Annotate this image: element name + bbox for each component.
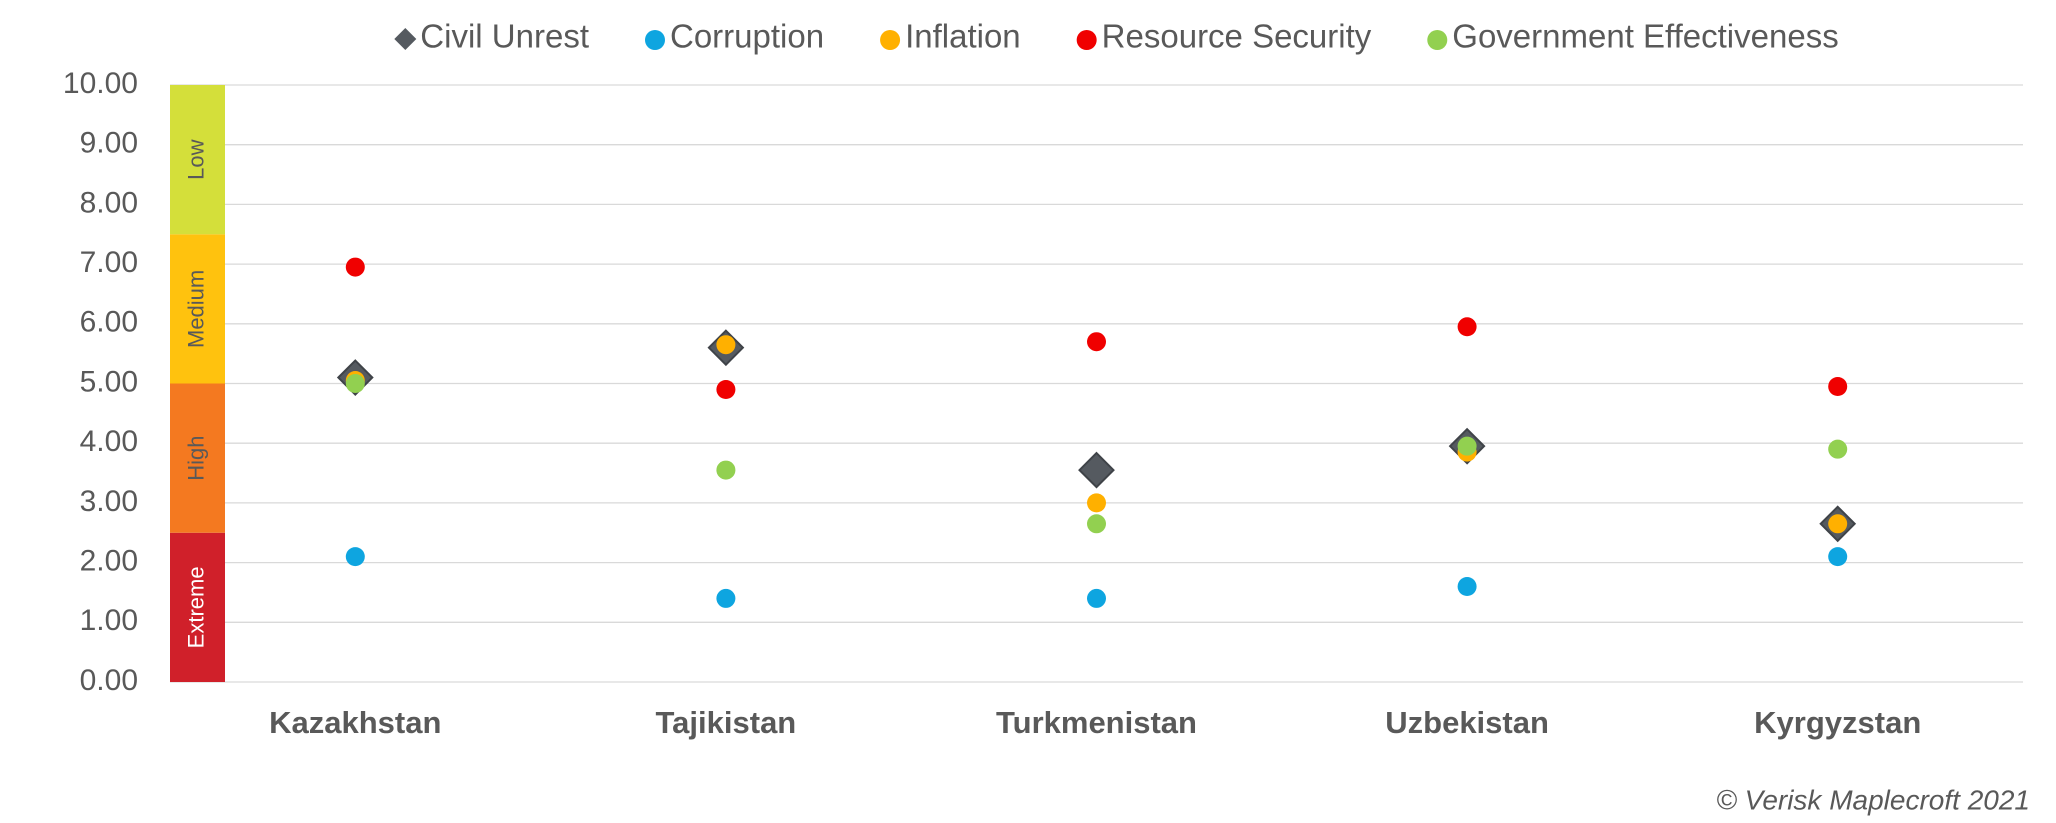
risk-band — [170, 532, 225, 682]
legend-item: Inflation — [880, 18, 1021, 55]
risk-band-label: Low — [183, 139, 208, 179]
legend-item: Civil Unrest — [394, 18, 589, 55]
x-tick-label: Uzbekistan — [1385, 705, 1549, 740]
legend-item: Corruption — [645, 18, 824, 55]
data-point — [345, 374, 365, 393]
risk-band — [170, 234, 225, 384]
data-point — [1457, 436, 1477, 456]
legend-marker — [1427, 30, 1448, 50]
risk-band — [170, 85, 225, 235]
y-tick-label: 0.00 — [80, 664, 138, 697]
risk-band-label: Medium — [183, 270, 208, 348]
data-point — [1087, 588, 1106, 608]
y-tick-label: 6.00 — [80, 306, 138, 339]
legend-item: Government Effectiveness — [1427, 18, 1839, 55]
y-tick-label: 10.00 — [63, 67, 138, 100]
y-tick-label: 2.00 — [80, 545, 138, 578]
data-point — [1078, 451, 1115, 489]
y-tick-label: 7.00 — [80, 246, 138, 279]
data-point — [1087, 514, 1106, 534]
legend-item: Resource Security — [1076, 18, 1372, 55]
legend-label: Government Effectiveness — [1452, 18, 1838, 55]
legend-label: Civil Unrest — [420, 18, 589, 55]
data-point — [1087, 332, 1106, 352]
data-point — [1828, 376, 1848, 396]
legend-marker — [1076, 30, 1097, 50]
x-tick-label: Kyrgyzstan — [1754, 705, 1921, 740]
legend-label: Inflation — [905, 18, 1021, 55]
legend: Civil Unrest Corruption Inflation Resource … — [394, 18, 1839, 55]
y-tick-label: 5.00 — [80, 365, 138, 398]
data-point — [716, 460, 736, 480]
y-tick-label: 4.00 — [80, 425, 138, 458]
data-point — [1457, 317, 1477, 337]
data-point — [716, 588, 736, 608]
x-tick-label: Kazakhstan — [269, 705, 441, 740]
risk-band — [170, 383, 225, 533]
y-tick-label: 8.00 — [80, 186, 138, 219]
data-point — [716, 379, 736, 399]
y-tick-label: 9.00 — [80, 127, 138, 160]
data-point — [1087, 493, 1106, 513]
legend-marker — [645, 30, 665, 50]
data-point — [1828, 514, 1848, 534]
data-point — [345, 547, 365, 567]
data-point — [345, 257, 365, 277]
legend-label: Resource Security — [1102, 18, 1372, 55]
x-tick-label: Turkmenistan — [996, 705, 1197, 740]
x-tick-label: Tajikistan — [656, 705, 797, 740]
legend-label: Corruption — [670, 18, 824, 55]
data-point — [1828, 547, 1848, 567]
y-tick-label: 3.00 — [80, 485, 138, 518]
legend-marker — [394, 28, 417, 50]
data-point — [1457, 576, 1477, 596]
source-note: © Verisk Maplecroft 2021 — [1716, 784, 2030, 815]
data-point — [1828, 439, 1848, 459]
risk-band-label: Extreme — [183, 566, 208, 648]
y-tick-label: 1.00 — [80, 604, 138, 637]
risk-band-label: High — [183, 436, 208, 481]
data-point — [716, 335, 736, 355]
legend-marker — [880, 30, 901, 50]
